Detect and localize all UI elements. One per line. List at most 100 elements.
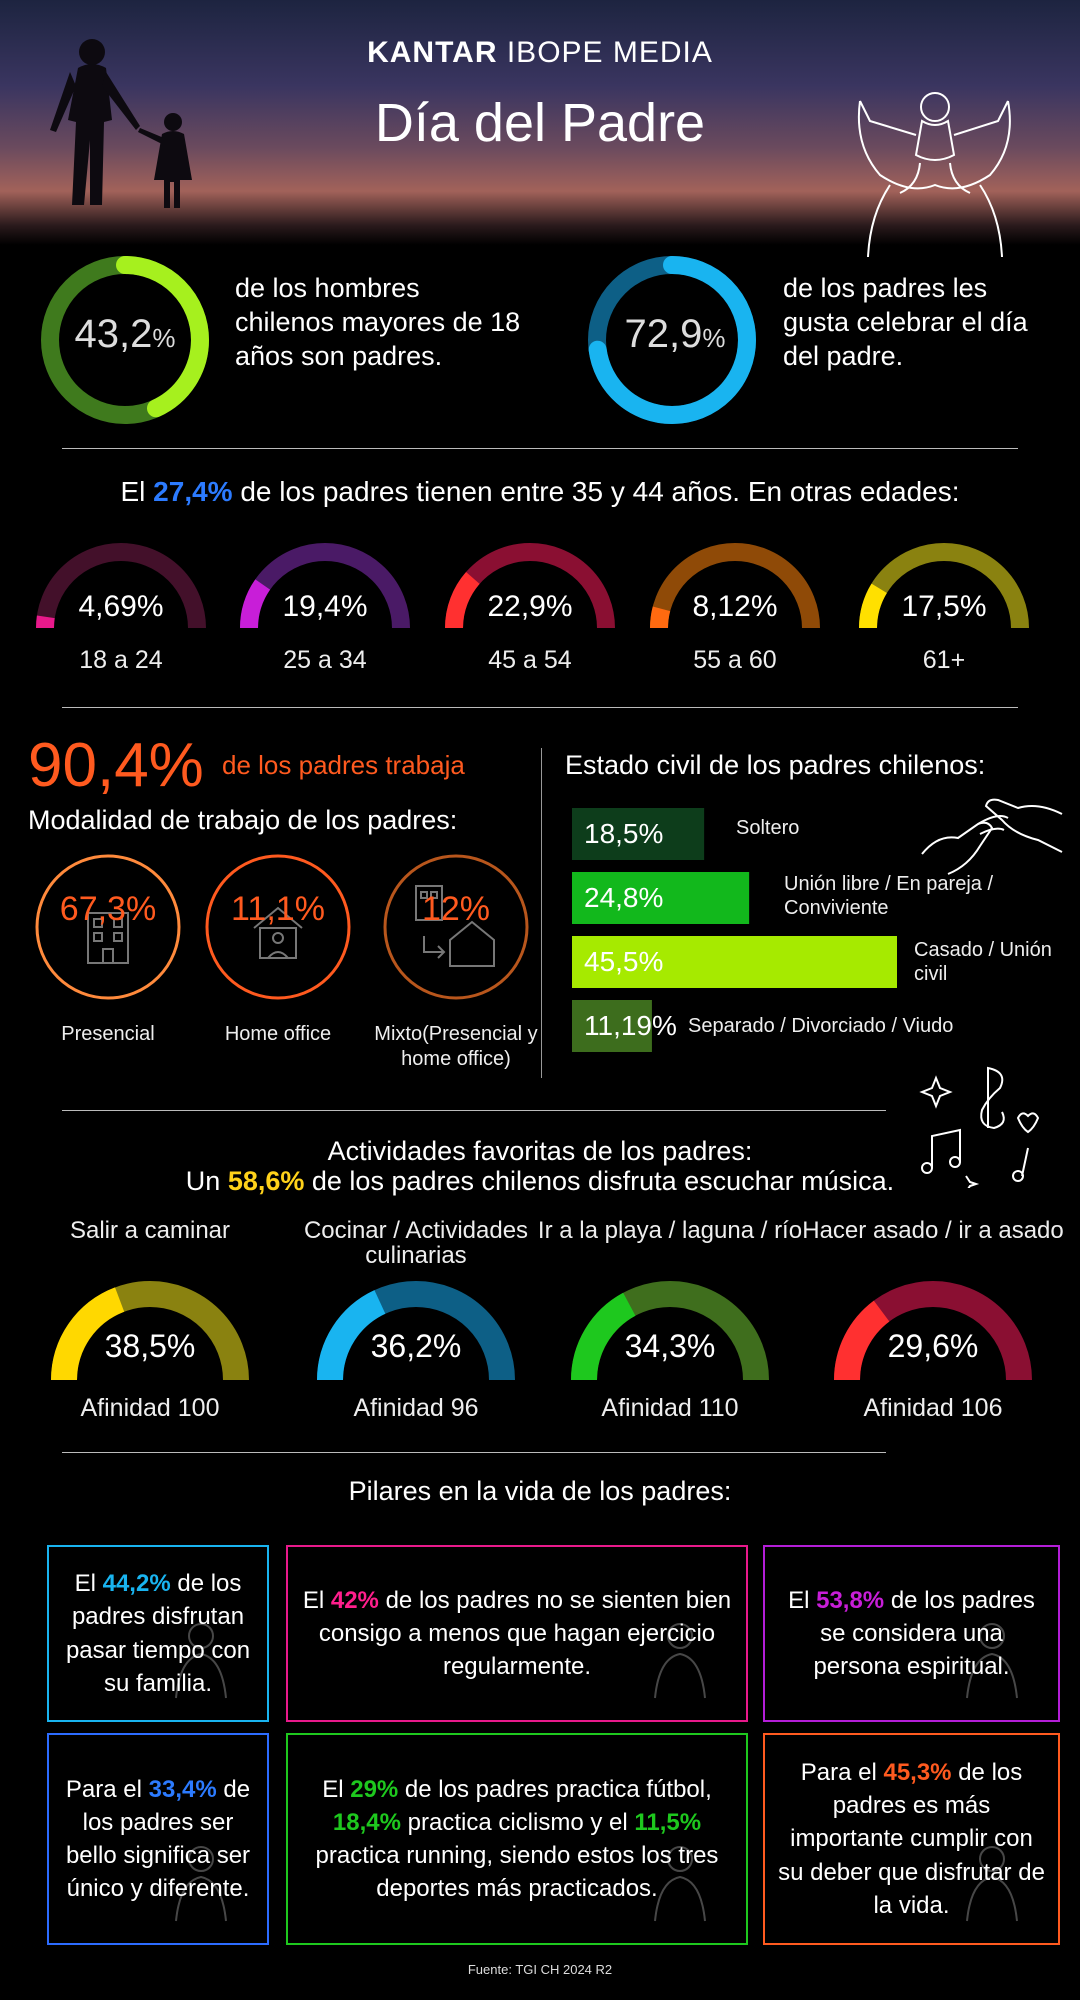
work-big-text: de los padres trabaja (222, 750, 465, 780)
family-icon (175, 1623, 227, 1699)
pillar-text-3: El 53,8% de los padres se considera una … (788, 1586, 1035, 1681)
brand-logo: KANTAR IBOPE MEDIA (367, 36, 713, 69)
meditation-icon (966, 1623, 1018, 1699)
pillar-box-3: El 53,8% de los padres se considera una … (763, 1545, 1060, 1722)
pillar-box-2: El 42% de los padres no se sienten bien … (286, 1545, 748, 1722)
age-label-3: 45 a 54 (488, 646, 572, 674)
work-mode-value-3: 12% (421, 890, 491, 928)
age-label-1: 18 a 24 (79, 646, 163, 674)
page-title: Día del Padre (374, 93, 706, 153)
activity-value-2: 36,2% (370, 1328, 462, 1364)
activity-affinity-1: Afinidad 100 (80, 1394, 220, 1422)
activity-value-1: 38,5% (104, 1328, 196, 1364)
divider (62, 1452, 886, 1453)
work-mode-label-1: Presencial (61, 1023, 155, 1045)
age-gauge-4-track (650, 543, 820, 629)
building-icon (87, 912, 129, 964)
pillar-text-4: Para el 33,4% de los padres ser bello si… (65, 1775, 251, 1903)
work-subtitle: Modalidad de trabajo de los padres: (28, 805, 458, 835)
age-intro: El 27,4% de los padres tienen entre 35 y… (120, 476, 960, 507)
activity-affinity-4: Afinidad 106 (863, 1394, 1003, 1422)
activities-subtitle: Un 58,6% de los padres chilenos disfruta… (185, 1166, 895, 1196)
stat-text-2: de los padres les gusta celebrar el día … (783, 273, 1028, 371)
activity-gauge-4-fill (834, 1300, 890, 1381)
work-mode-value-1: 67,3% (59, 890, 157, 928)
music-notes-icon (919, 1066, 1040, 1188)
activity-value-4: 29,6% (887, 1328, 979, 1364)
civil-bar-4 (572, 1000, 652, 1052)
age-value-2: 19,4% (282, 590, 368, 623)
age-gauge-1-fill (36, 615, 55, 629)
age-value-1: 4,69% (78, 590, 164, 623)
source-note: Fuente: TGI CH 2024 R2 (467, 1962, 613, 1977)
fingerprint-icon (175, 1846, 227, 1922)
civil-bar-value-2: 24,8% (584, 882, 664, 913)
age-gauge-3-fill (445, 571, 480, 629)
stat-ring-value-2: 72,9% (624, 312, 726, 356)
age-gauge-1-track (36, 543, 206, 629)
divider (62, 1110, 886, 1111)
age-value-4: 8,12% (692, 590, 778, 623)
activities-title: Actividades favoritas de los padres: (327, 1136, 753, 1166)
pillar-text-5: El 29% de los padres practica fútbol, 18… (315, 1775, 719, 1903)
pillar-text-6: Para el 45,3% de los padres es más impor… (778, 1759, 1045, 1919)
work-mode-label-2: Home office (224, 1023, 332, 1045)
pillar-text-1: El 44,2% de los padres disfrutan pasar t… (65, 1570, 251, 1697)
work-mode-label-3: Mixto(Presencial y home office) (374, 1023, 538, 1070)
age-gauge-5-fill (859, 583, 888, 629)
soccer-player-icon (654, 1846, 706, 1922)
activity-label-3: Ir a la playa / laguna / río (537, 1217, 803, 1244)
civil-bar-3 (572, 936, 897, 988)
activity-gauge-2-fill (317, 1290, 386, 1381)
house-building-icon (415, 885, 495, 967)
running-icon (654, 1623, 706, 1699)
home-office-icon (253, 906, 303, 959)
civil-bar-label-3: Casado / Unión civil (914, 939, 1052, 985)
checklist-icon (966, 1846, 1018, 1922)
age-label-4: 55 a 60 (693, 646, 777, 674)
civil-bar-label-1: Soltero (736, 817, 800, 839)
activity-gauge-3-fill (571, 1292, 636, 1381)
activity-gauge-1-fill (51, 1287, 125, 1381)
age-gauge-4-fill (650, 606, 671, 629)
civil-bar-value-4: 11,19% (584, 1010, 677, 1041)
civil-bar-value-1: 18,5% (584, 818, 664, 849)
pillar-box-1: El 44,2% de los padres disfrutan pasar t… (47, 1545, 269, 1722)
civil-title: Estado civil de los padres chilenos: (565, 750, 986, 780)
civil-bar-label-4: Separado / Divorciado / Viudo (688, 1015, 954, 1037)
pillar-box-6: Para el 45,3% de los padres es más impor… (763, 1733, 1060, 1945)
stat-text-1: de los hombres chilenos mayores de 18 añ… (235, 273, 521, 371)
holding-hands-icon (921, 798, 1063, 875)
activity-label-1: Salir a caminar (69, 1217, 231, 1244)
civil-bar-2 (572, 872, 750, 924)
age-label-2: 25 a 34 (283, 646, 367, 674)
work-mode-value-2: 11,1% (231, 890, 325, 928)
pillar-box-4: Para el 33,4% de los padres ser bello si… (47, 1733, 269, 1945)
father-daughter-silhouette (50, 39, 192, 208)
civil-bar-value-3: 45,5% (584, 946, 664, 977)
activity-label-4: Hacer asado / ir a asado (802, 1217, 1064, 1244)
work-mode-rings (35, 854, 529, 1000)
pillars-title: Pilares en la vida de los padres: (348, 1476, 732, 1506)
age-gauge-2-fill (240, 579, 271, 629)
stat-ring-fill-2 (588, 256, 756, 424)
civil-bar-label-2: Unión libre / En pareja / Conviviente (784, 873, 994, 919)
divider (62, 707, 1018, 708)
age-value-5: 17,5% (901, 590, 987, 623)
pillar-text-2: El 42% de los padres no se sienten bien … (302, 1586, 732, 1681)
activity-value-3: 34,3% (624, 1328, 716, 1364)
activity-affinity-3: Afinidad 110 (601, 1394, 739, 1422)
stat-ring-fill-1 (41, 256, 209, 424)
activity-affinity-2: Afinidad 96 (353, 1394, 479, 1422)
pillar-box-5: El 29% de los padres practica fútbol, 18… (286, 1733, 748, 1945)
civil-bar-1 (572, 808, 705, 860)
stat-ring-value-1: 43,2% (74, 312, 176, 356)
activity-label-2: Cocinar / Actividades culinarias (303, 1217, 529, 1270)
work-big-value: 90,4% (28, 731, 204, 800)
father-child-shoulders-icon (857, 92, 1011, 258)
age-label-5: 61+ (922, 646, 966, 674)
